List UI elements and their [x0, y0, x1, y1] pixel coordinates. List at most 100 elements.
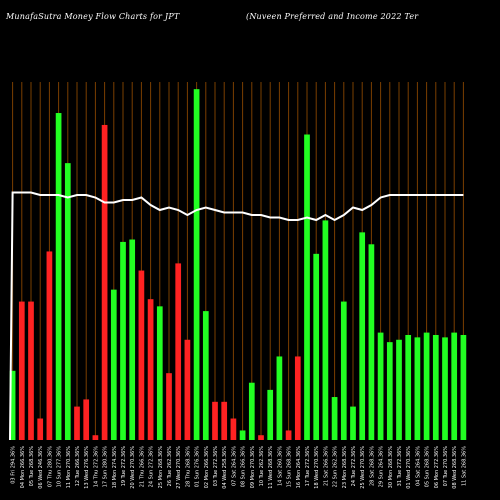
x-tick-label: 14 Thu 272.36% — [93, 446, 99, 487]
x-tick-label: 20 Wed 270.36% — [130, 446, 136, 489]
x-tick-label: 28 Thu 268.36% — [185, 446, 191, 487]
money-flow-bar — [331, 397, 338, 440]
money-flow-bar — [46, 251, 53, 440]
money-flow-bar — [64, 163, 71, 440]
x-tick-label: 23 Mon 268.36% — [342, 446, 348, 489]
money-flow-bar — [55, 113, 62, 440]
money-flow-bar — [147, 299, 154, 440]
x-tick-label: 08 Wed 268.36% — [452, 446, 458, 489]
x-tick-label: 17 Tue 272.36% — [305, 446, 311, 487]
money-flow-bar — [359, 232, 366, 440]
chart-subtitle: (Nuveen Preferred and Income 2022 Ter — [246, 12, 419, 21]
money-flow-bar — [313, 253, 320, 440]
money-flow-bar — [258, 435, 264, 440]
x-tick-label: 07 Tue 270.36% — [443, 446, 449, 487]
money-flow-bar — [101, 124, 108, 441]
x-tick-label: 17 Sun 280.36% — [103, 446, 109, 488]
money-flow-bar — [156, 306, 163, 440]
x-tick-label: 11 Wed 268.36% — [268, 446, 274, 489]
x-tick-label: 28 Sat 268.36% — [369, 446, 375, 486]
money-flow-bar — [350, 406, 356, 440]
x-tick-label: 25 Mon 268.36% — [158, 446, 164, 489]
chart-title: MunafaSutra Money Flow Charts for JPT — [6, 12, 180, 21]
money-flow-bar — [193, 89, 200, 440]
money-flow-bar — [138, 270, 145, 440]
money-flow-bar — [451, 332, 458, 440]
money-flow-bar — [175, 263, 182, 440]
x-tick-label: 18 Wed 270.36% — [314, 446, 320, 489]
x-tick-label: 10 Tue 262.36% — [259, 446, 265, 487]
x-tick-label: 07 Sat 264.36% — [231, 446, 237, 486]
money-flow-bar — [460, 334, 467, 440]
money-flow-bar — [414, 337, 421, 440]
x-tick-label: 19 Tue 272.36% — [121, 446, 127, 487]
x-tick-label: 21 Sat 266.36% — [323, 446, 329, 486]
money-flow-bar — [396, 339, 402, 440]
x-tick-label: 03 Fri 294.36% — [11, 446, 17, 484]
x-tick-label: 04 Mon 266.36% — [20, 446, 26, 489]
x-tick-label: 26 Tue 262.36% — [167, 446, 173, 487]
x-tick-label: 14 Sat 260.36% — [277, 446, 283, 486]
money-flow-bar — [239, 430, 246, 440]
x-tick-label: 05 Sun 268.36% — [425, 446, 431, 488]
x-tick-label: 08 Sun 266.36% — [241, 446, 247, 488]
money-flow-bar — [432, 334, 439, 440]
x-tick-label: 03 Tue 272.36% — [213, 446, 219, 487]
x-tick-label: 18 Mon 274.36% — [112, 446, 118, 489]
money-flow-bar — [120, 241, 126, 440]
money-flow-bar — [166, 373, 172, 440]
x-tick-label: 24 Sun 272.36% — [149, 446, 155, 488]
money-flow-bar — [9, 370, 16, 440]
x-tick-label: 05 Tue 268.36% — [29, 446, 35, 487]
x-tick-label: 10 Sun 277.36% — [57, 446, 63, 488]
x-tick-label: 12 Tue 266.36% — [75, 446, 81, 487]
money-flow-bar — [304, 134, 310, 441]
price-line — [9, 191, 464, 441]
money-flow-bar — [83, 399, 90, 440]
money-flow-bar — [37, 418, 44, 440]
money-flow-bar — [442, 337, 448, 440]
money-flow-bar — [423, 332, 430, 440]
x-tick-label: 13 Wed 276.36% — [84, 446, 90, 489]
money-flow-bar — [202, 311, 209, 440]
x-tick-label: 02 Mon 266.36% — [204, 446, 210, 489]
money-flow-bar — [267, 389, 274, 440]
x-tick-label: 25 Wed 270.36% — [360, 446, 366, 489]
x-tick-label: 04 Sat 264.36% — [415, 446, 421, 486]
money-flow-bar — [322, 220, 329, 440]
money-flow-bar — [294, 356, 301, 440]
money-flow-bar — [248, 382, 255, 440]
x-tick-label: 11 Sat 268.36% — [461, 446, 467, 486]
x-tick-label: 29 Sun 264.36% — [379, 446, 385, 488]
money-flow-bar — [368, 244, 375, 440]
money-flow-bar — [18, 301, 25, 440]
x-tick-label: 16 Mon 264.36% — [296, 446, 302, 489]
money-flow-bar — [230, 418, 237, 440]
money-flow-bar — [74, 406, 80, 440]
money-flow-bar — [405, 334, 412, 440]
money-flow-bar — [92, 435, 99, 440]
x-tick-label: 22 Sun 262.36% — [333, 446, 339, 488]
x-tick-label: 24 Tue 272.36% — [351, 446, 357, 487]
x-tick-label: 31 Tue 272.36% — [397, 446, 403, 487]
x-tick-label: 30 Mon 268.36% — [388, 446, 394, 489]
money-flow-bar — [212, 401, 218, 440]
x-tick-label: 06 Wed 246.36% — [38, 446, 44, 489]
x-tick-label: 01 Sun 276.36% — [195, 446, 201, 488]
x-tick-label: 09 Mon 270.36% — [250, 446, 256, 489]
money-flow-bar — [28, 301, 34, 440]
money-flow-bar — [377, 332, 384, 440]
x-tick-label: 01 Wed 270.36% — [406, 446, 412, 489]
money-flow-bar — [386, 342, 393, 440]
money-flow-bar — [110, 289, 117, 440]
money-flow-bar — [340, 301, 347, 440]
money-flow-bar — [129, 239, 136, 440]
x-tick-label: 11 Mon 270.36% — [66, 446, 72, 489]
x-tick-label: 06 Mon 272.36% — [434, 446, 440, 489]
x-tick-label: 15 Sun 268.36% — [287, 446, 293, 488]
money-flow-bar — [221, 401, 228, 440]
x-tick-label: 04 Wed 258.36% — [222, 446, 228, 489]
money-flow-bar — [184, 339, 191, 440]
